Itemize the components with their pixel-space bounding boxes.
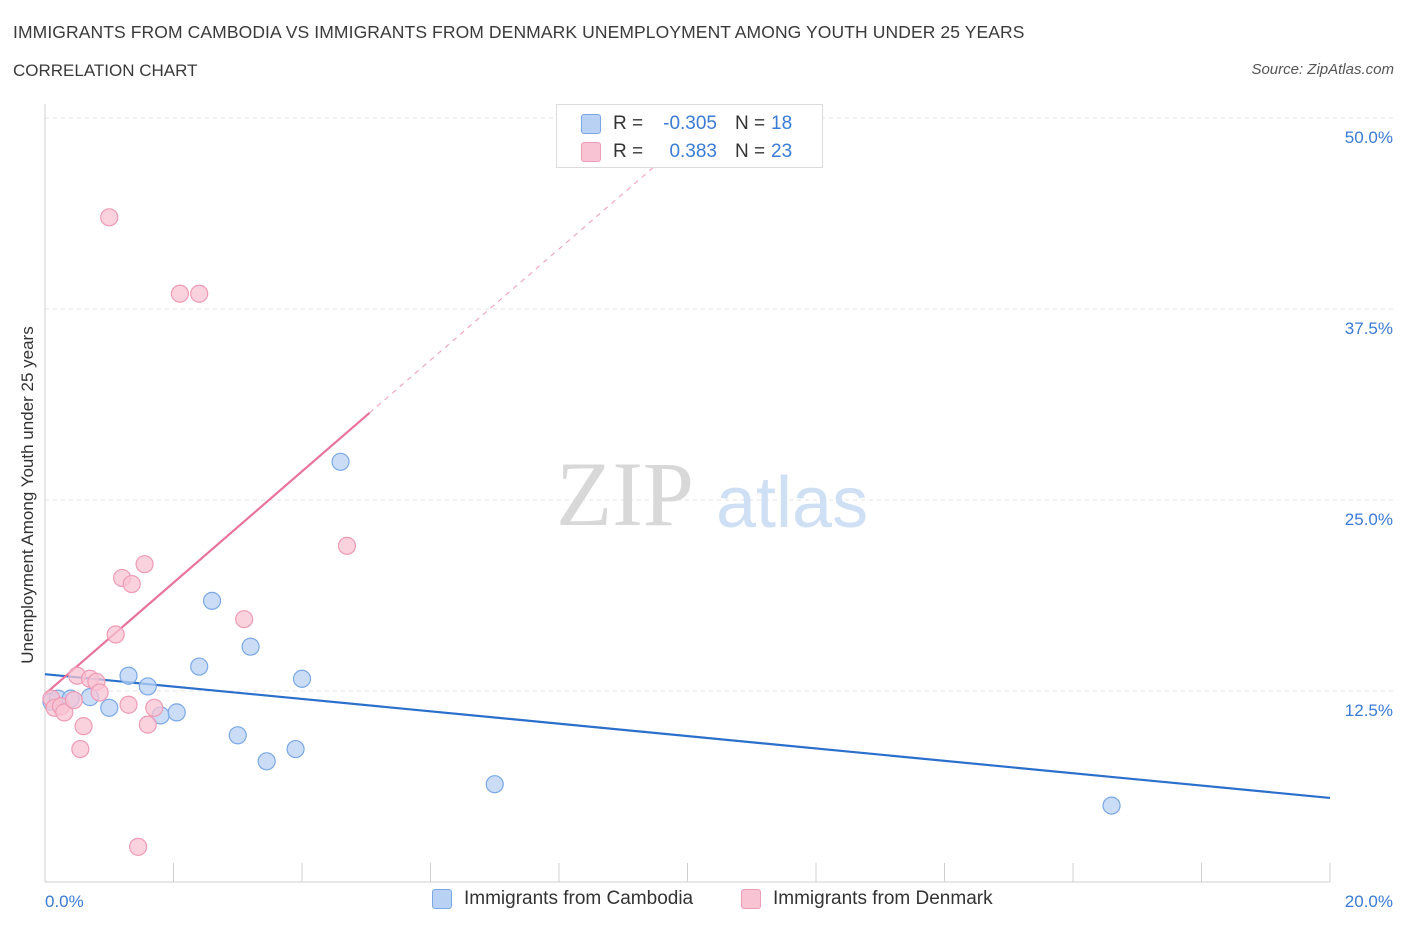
cambodia-point	[485, 775, 504, 794]
n-value: 18	[771, 113, 793, 134]
cambodia-point	[202, 591, 222, 610]
denmark-point	[190, 284, 209, 303]
chart-title: IMMIGRANTS FROM CAMBODIA VS IMMIGRANTS F…	[13, 22, 1025, 42]
watermark-zip: ZIP	[556, 443, 694, 545]
y-tick-label: 37.5%	[1345, 319, 1393, 338]
denmark-point	[119, 695, 138, 714]
legend-item-denmark: Immigrants from Denmark	[741, 888, 993, 910]
cambodia-point	[331, 452, 350, 471]
r-label: R =	[613, 113, 644, 134]
source-credit: Source: ZipAtlas.com	[1251, 61, 1394, 78]
axes	[44, 104, 1331, 883]
n-label: N =	[735, 113, 766, 134]
y-tick-label: 25.0%	[1345, 510, 1393, 529]
x-tick-label: 0.0%	[45, 892, 84, 911]
y-tick-label: 12.5%	[1345, 701, 1393, 720]
cambodia-point	[190, 657, 209, 676]
r-value: -0.305	[663, 113, 717, 134]
cambodia-point	[257, 752, 276, 771]
r-label: R =	[613, 141, 644, 162]
denmark-point	[106, 625, 125, 644]
cambodia-point	[292, 669, 312, 688]
denmark-legend-swatch	[741, 889, 761, 909]
denmark-point	[129, 837, 148, 856]
cambodia-swatch	[581, 114, 601, 134]
y-axis-label: Unemployment Among Youth under 25 years	[18, 326, 37, 664]
cambodia-point	[1102, 796, 1121, 815]
cambodia-point	[100, 698, 119, 717]
denmark-legend-label: Immigrants from Denmark	[773, 888, 993, 909]
denmark-point	[135, 555, 154, 574]
denmark-point	[74, 717, 93, 736]
n-label: N =	[735, 141, 766, 162]
legend-item-cambodia: Immigrants from Cambodia	[432, 888, 693, 910]
n-value: 23	[771, 141, 793, 162]
gridlines	[45, 117, 1395, 692]
watermark-atlas: atlas	[716, 463, 868, 543]
cambodia-point	[119, 666, 138, 685]
denmark-point	[90, 683, 109, 702]
denmark-point	[138, 715, 157, 734]
cambodia-point	[167, 703, 186, 722]
tick-labels: 12.5% 25.0% 37.5% 50.0% 0.0% 20.0%	[45, 128, 1393, 911]
denmark-point	[235, 610, 254, 629]
series-legend: Immigrants from Cambodia Immigrants from…	[0, 888, 1406, 916]
denmark-point	[145, 698, 164, 717]
cambodia-legend-label: Immigrants from Cambodia	[464, 888, 694, 909]
denmark-point	[337, 536, 357, 555]
denmark-swatch	[581, 142, 601, 162]
cambodia-point	[241, 637, 260, 656]
denmark-point	[170, 284, 190, 303]
cambodia-trend-line	[44, 673, 1331, 800]
cambodia-point	[228, 726, 247, 745]
watermark: ZIP atlas	[556, 443, 868, 545]
cambodia-legend-swatch	[432, 889, 452, 909]
denmark-point	[71, 739, 90, 759]
denmark-trend-extension	[369, 137, 688, 414]
x-tick-label: 20.0%	[1345, 892, 1393, 911]
stats-legend: R = -0.305 N = 18 R = 0.383 N = 23	[556, 104, 823, 168]
denmark-trend-line	[44, 412, 371, 695]
denmark-point	[55, 703, 74, 722]
legend-row-denmark: R = 0.383 N = 23	[581, 140, 792, 164]
trend-lines	[44, 137, 1331, 800]
denmark-point	[100, 208, 119, 227]
cambodia-point	[286, 739, 305, 759]
chart-subtitle: CORRELATION CHART	[13, 61, 198, 80]
legend-row-cambodia: R = -0.305 N = 18	[581, 112, 792, 136]
denmark-point	[122, 574, 141, 594]
data-points	[42, 208, 1121, 856]
cambodia-point	[138, 677, 157, 696]
y-tick-label: 50.0%	[1345, 128, 1393, 147]
r-value: 0.383	[669, 141, 717, 162]
denmark-point	[64, 691, 84, 710]
